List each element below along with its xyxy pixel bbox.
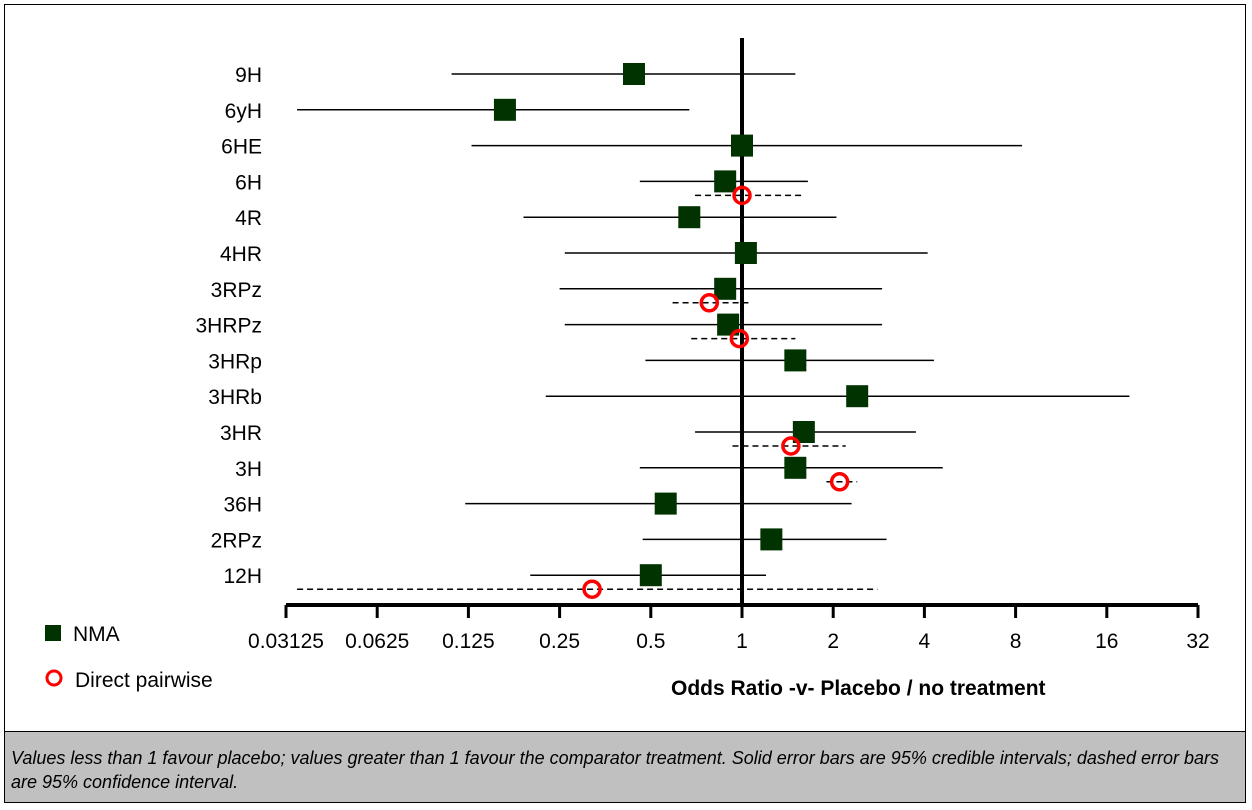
row-label: 12H [223,565,262,588]
nma-point [784,456,807,479]
x-axis-label: Odds Ratio -v- Placebo / no treatment [671,677,1046,700]
legend-label-nma: NMA [73,623,120,646]
nma-point [714,170,737,193]
nma-point [792,421,815,443]
forest-plot-svg: 0.03125 0.0625 0.125 0.25 0.5 1 2 4 8 16 32 9H 6yH 6H… [195,38,1210,653]
x-tick-label: 0.25 [539,630,580,653]
x-tick-label: 4 [919,630,931,653]
legend-item-nma: NMA [45,622,120,648]
nma-point [622,63,645,85]
row-label: 3HRPz [195,315,262,338]
legend-circle-icon [45,669,63,693]
nma-point [734,242,757,264]
row-label: 3RPz [211,279,262,302]
legend-item-direct-pairwise: Direct pairwise [45,668,213,694]
forest-plot: 0.03125 0.0625 0.125 0.25 0.5 1 2 4 8 16 32 9H 6yH 6H… [5,5,1245,731]
row-label: 3HRb [208,386,262,409]
row-label: 6yH [225,100,262,123]
direct-point [729,328,750,349]
x-tick-label: 1 [736,630,748,653]
direct-point [829,472,850,492]
row-label: 3HR [220,422,262,445]
x-tick-label: 2 [827,630,839,653]
nma-point [717,313,740,336]
figure-frame: 0.03125 0.0625 0.125 0.25 0.5 1 2 4 8 16 32 9H 6yH 6H… [4,4,1246,803]
row-label: 3HRp [208,350,262,373]
row-label: 2RPz [211,529,262,552]
row-label: 36H [223,494,262,517]
row-label: 4R [235,207,262,230]
nma-point [784,349,807,372]
nma-point [714,277,737,300]
row-label: 3H [235,458,262,481]
direct-point [699,293,720,313]
x-tick-label: 0.03125 [248,630,324,653]
nma-point [846,385,869,408]
x-tick-label: 8 [1010,630,1022,653]
direct-point [582,579,602,599]
caption-box: Values less than 1 favour placebo; value… [5,731,1245,802]
row-label: 6H [235,171,262,194]
x-tick-label: 0.125 [442,630,495,653]
x-tick-label: 16 [1095,630,1118,653]
row-label: 4HR [220,243,262,266]
nma-point [731,134,753,157]
x-tick-label: 0.0625 [345,630,409,653]
legend-label-direct-pairwise: Direct pairwise [75,669,213,692]
x-tick-label: 32 [1186,630,1209,653]
nma-point [639,564,662,587]
figure-caption: Values less than 1 favour placebo; value… [11,748,1219,792]
nma-point [654,492,677,515]
nma-point [678,206,701,229]
legend-square-icon [45,623,61,647]
nma-point [760,528,783,551]
x-tick-label: 0.5 [636,630,665,653]
row-label: 6HE [221,136,262,159]
direct-point [732,185,752,206]
nma-point [493,98,516,121]
row-label: 9H [235,64,262,87]
direct-point [781,436,801,456]
